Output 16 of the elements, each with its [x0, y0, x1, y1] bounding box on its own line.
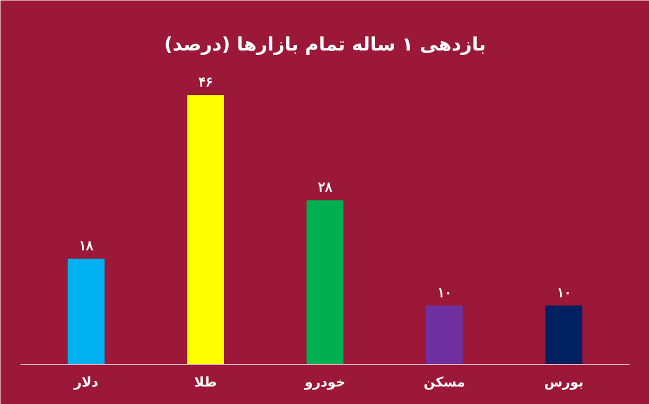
x-tick-label: خودرو [304, 376, 346, 390]
data-label: ۱۸ [79, 238, 94, 254]
bar [545, 306, 582, 364]
bar [426, 306, 463, 364]
data-label: ۱۰ [437, 285, 452, 300]
data-label: ۱۰ [556, 285, 571, 300]
x-tick-label: بورس [544, 376, 584, 390]
chart-title: بازدهی ۱ ساله تمام بازارها (درصد) [164, 34, 486, 56]
bar [187, 94, 224, 364]
data-label: ۲۸ [318, 180, 333, 195]
bar [68, 258, 105, 364]
data-label: ۴۶ [198, 74, 213, 90]
x-tick-label: مسکن [424, 376, 466, 390]
x-tick-label: دلار [72, 376, 99, 390]
x-tick-label: طلا [194, 376, 217, 390]
bar [306, 200, 344, 364]
